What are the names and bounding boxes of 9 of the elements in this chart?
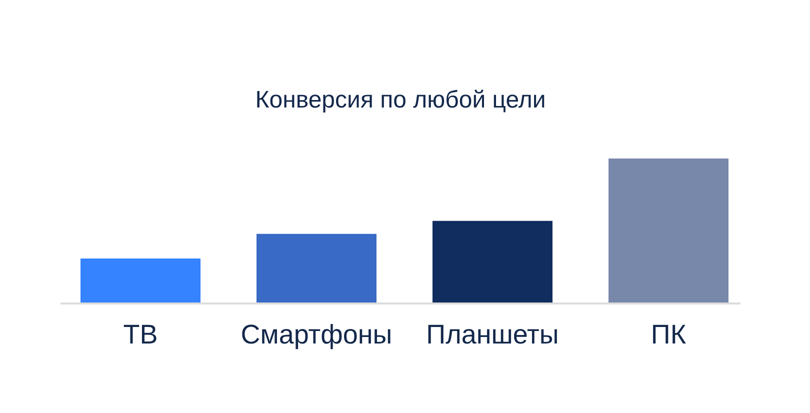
bar xyxy=(256,234,376,304)
chart-title: Конверсия по любой цели xyxy=(255,86,546,114)
bar xyxy=(432,220,552,304)
bar xyxy=(80,258,200,304)
x-tick-label: Смартфоны xyxy=(240,320,392,350)
bar xyxy=(608,158,728,304)
x-tick-label: Планшеты xyxy=(426,320,559,350)
x-tick-label: ПК xyxy=(650,320,686,350)
x-tick-label: ТВ xyxy=(123,320,158,350)
